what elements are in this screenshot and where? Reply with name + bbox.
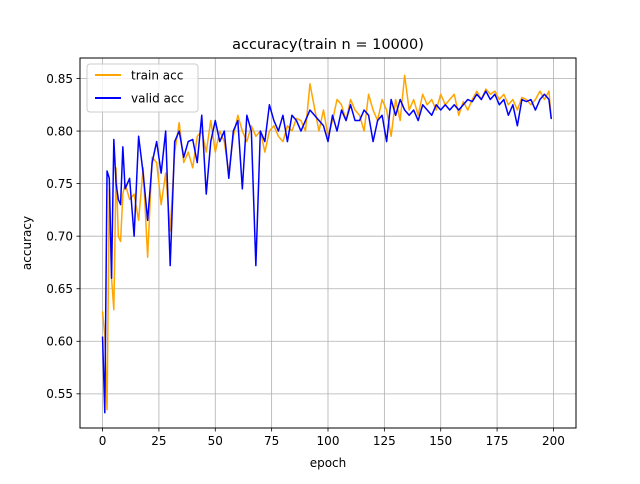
y-axis-label: accuracy: [20, 216, 34, 270]
x-tick-label: 125: [373, 434, 396, 448]
x-tick-label: 175: [486, 434, 509, 448]
series-line-valid-acc: [101, 90, 552, 414]
legend-label-valid-acc: valid acc: [131, 92, 184, 106]
y-tick-label: 0.60: [46, 335, 73, 349]
x-tick-label: 75: [264, 434, 279, 448]
y-tick-label: 0.55: [46, 387, 73, 401]
y-tick-label: 0.85: [46, 72, 73, 86]
x-tick-label: 150: [429, 434, 452, 448]
axis-ticks: 0 25 50 75 100 125 150 175 200 0.55 0.60 0.65 0.70 0.…: [46, 72, 565, 448]
x-tick-label: 200: [542, 434, 565, 448]
y-tick-label: 0.80: [46, 124, 73, 138]
series-line-train-acc: [101, 74, 552, 411]
x-tick-label: 50: [208, 434, 223, 448]
legend-label-train-acc: train acc: [131, 69, 183, 83]
y-tick-label: 0.75: [46, 177, 73, 191]
legend: train acc valid acc: [86, 63, 199, 113]
x-axis-label: epoch: [310, 456, 347, 470]
grid-lines: [80, 58, 576, 428]
y-tick-label: 0.70: [46, 229, 73, 243]
series-lines: [101, 74, 552, 414]
x-tick-label: 100: [317, 434, 340, 448]
chart-title: accuracy(train n = 10000): [232, 37, 424, 53]
x-tick-label: 25: [151, 434, 166, 448]
x-tick-label: 0: [99, 434, 107, 448]
y-tick-label: 0.65: [46, 282, 73, 296]
